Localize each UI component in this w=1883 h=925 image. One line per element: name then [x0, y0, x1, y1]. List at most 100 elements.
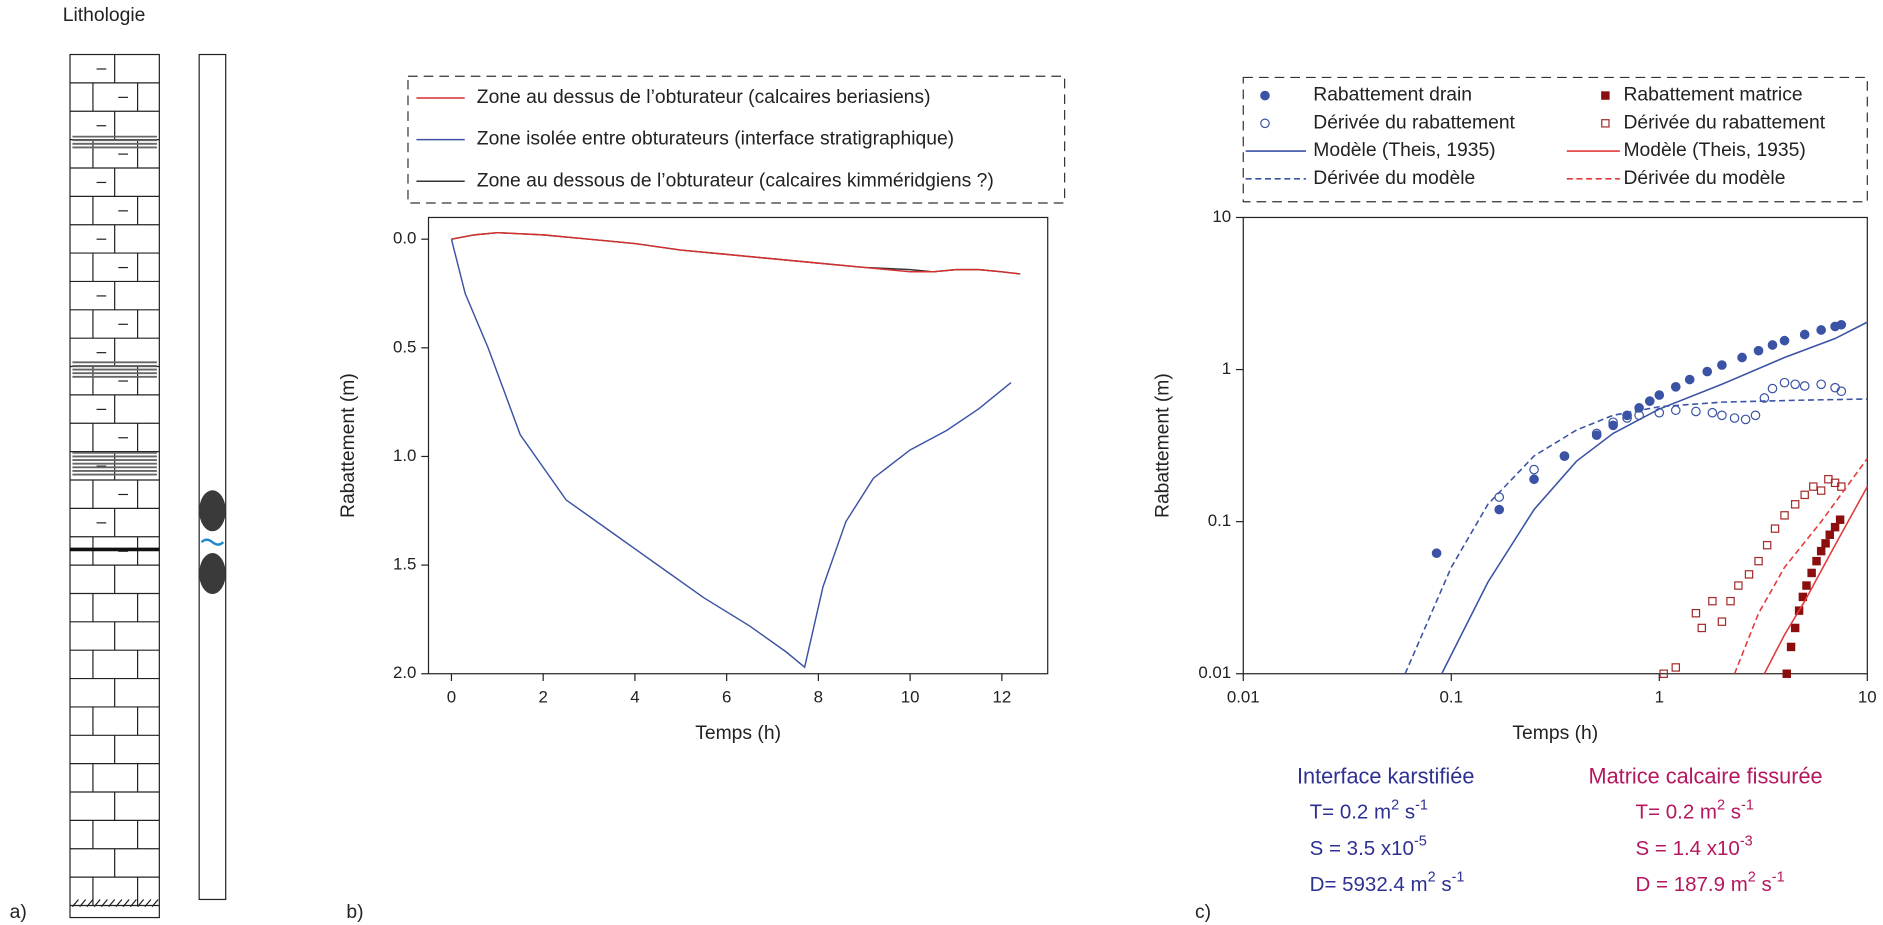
x-tick-label: 8: [814, 687, 823, 706]
x-tick-label: 4: [630, 687, 639, 706]
base-hatch: [115, 899, 123, 908]
lithology-column: [69, 53, 160, 919]
point: [1717, 617, 1727, 626]
point: [1837, 482, 1846, 491]
point: [1654, 390, 1665, 400]
point: [1836, 386, 1847, 397]
base-hatch: [137, 899, 145, 908]
point: [1790, 500, 1800, 509]
text: s: [1725, 801, 1741, 824]
plot-frame: [427, 216, 1049, 675]
base-hatch: [144, 899, 152, 908]
superscript: -3: [1740, 833, 1753, 849]
y-tick-label: 1: [1222, 359, 1231, 378]
point: [1744, 570, 1754, 579]
x-tick-label: 12: [992, 687, 1011, 706]
point: [1799, 329, 1810, 340]
point: [1691, 406, 1701, 417]
y-axis-title: Rabattement (m): [338, 373, 359, 518]
point: [1816, 379, 1826, 390]
x-tick-label: 1: [1655, 687, 1664, 706]
point: [1734, 581, 1743, 590]
legend-label: Zone isolée entre obturateurs (interface…: [477, 129, 954, 150]
superscript: -1: [1415, 797, 1428, 813]
legend-swatch: [1601, 119, 1610, 128]
point: [1790, 623, 1800, 633]
series-line: [1404, 398, 1868, 675]
superscript: -1: [1452, 870, 1465, 886]
series-line: [451, 231, 1021, 275]
point: [1807, 568, 1816, 578]
annotation-text: T= 0.2 m2 s-1: [1310, 797, 1428, 824]
annotation-title: Matrice calcaire fissurée: [1588, 763, 1822, 788]
y-tick-label: 0.5: [393, 337, 416, 356]
x-tick-label: 6: [722, 687, 731, 706]
panel-label: a): [10, 902, 27, 923]
y-tick-label: 1.5: [393, 555, 416, 574]
superscript: -5: [1414, 833, 1427, 849]
panel-label: b): [346, 902, 363, 923]
x-tick-label: 0.01: [1227, 687, 1260, 706]
x-tick-label: 10: [1858, 687, 1877, 706]
legend-label: Modèle (Theis, 1935): [1623, 140, 1805, 161]
point: [1691, 608, 1701, 618]
superscript: 2: [1717, 797, 1725, 813]
point: [1634, 403, 1644, 413]
point: [1707, 407, 1718, 418]
text: s: [1399, 801, 1415, 824]
superscript: -1: [1772, 870, 1785, 886]
annotation-text: S = 3.5 x10-5: [1310, 833, 1427, 860]
point: [1559, 451, 1570, 461]
point: [1737, 352, 1747, 363]
annotation-text: S = 1.4 x10-3: [1636, 833, 1753, 860]
text: D= 5932.4 m: [1310, 874, 1428, 897]
point: [1816, 325, 1826, 335]
point: [1726, 596, 1735, 606]
point: [1529, 474, 1539, 485]
y-tick-label: 0.01: [1198, 663, 1231, 682]
point: [1670, 381, 1681, 392]
point: [1671, 663, 1680, 672]
text: T= 0.2 m: [1636, 801, 1717, 824]
point: [1717, 360, 1727, 370]
y-tick-label: 0.0: [393, 229, 416, 248]
base-hatch: [79, 899, 87, 908]
series-line: [1441, 321, 1868, 675]
point: [1729, 413, 1740, 423]
point: [1767, 340, 1778, 350]
point: [1821, 539, 1830, 548]
series-line: [1733, 458, 1868, 675]
annotation-text: T= 0.2 m2 s-1: [1636, 797, 1754, 824]
point: [1753, 345, 1764, 356]
series-line: [450, 239, 1012, 669]
legend-label: Dérivée du modèle: [1313, 168, 1475, 189]
water-zone: [200, 538, 225, 546]
point: [1825, 530, 1834, 539]
series-line: [451, 231, 1021, 275]
point: [1494, 504, 1505, 515]
point: [1799, 381, 1810, 391]
point: [1779, 335, 1790, 346]
point: [1770, 524, 1780, 533]
legend-label: Zone au dessus de l’obturateur (calcaire…: [477, 87, 931, 108]
text: T= 0.2 m: [1310, 801, 1391, 824]
series-line: [1763, 486, 1868, 675]
legend-label: Dérivée du rabattement: [1313, 112, 1515, 133]
x-axis-title: Temps (h): [695, 723, 781, 744]
legend-label: Zone au dessous de l’obturateur (calcair…: [477, 170, 994, 191]
legend-box: [1242, 76, 1868, 203]
base-hatch: [108, 899, 116, 908]
annotation-text: D= 5932.4 m2 s-1: [1310, 870, 1465, 897]
base-hatch: [122, 899, 130, 908]
point: [1622, 413, 1632, 423]
point: [1800, 490, 1809, 500]
x-tick-label: 10: [901, 687, 920, 706]
x-tick-label: 0.1: [1440, 687, 1463, 706]
point: [1836, 319, 1847, 330]
base-hatch: [100, 899, 108, 908]
legend-label: Rabattement drain: [1313, 85, 1472, 106]
packer: [199, 553, 226, 595]
panel-label: c): [1195, 902, 1211, 923]
y-axis-title: Rabattement (m): [1153, 373, 1174, 518]
point: [1717, 410, 1727, 421]
